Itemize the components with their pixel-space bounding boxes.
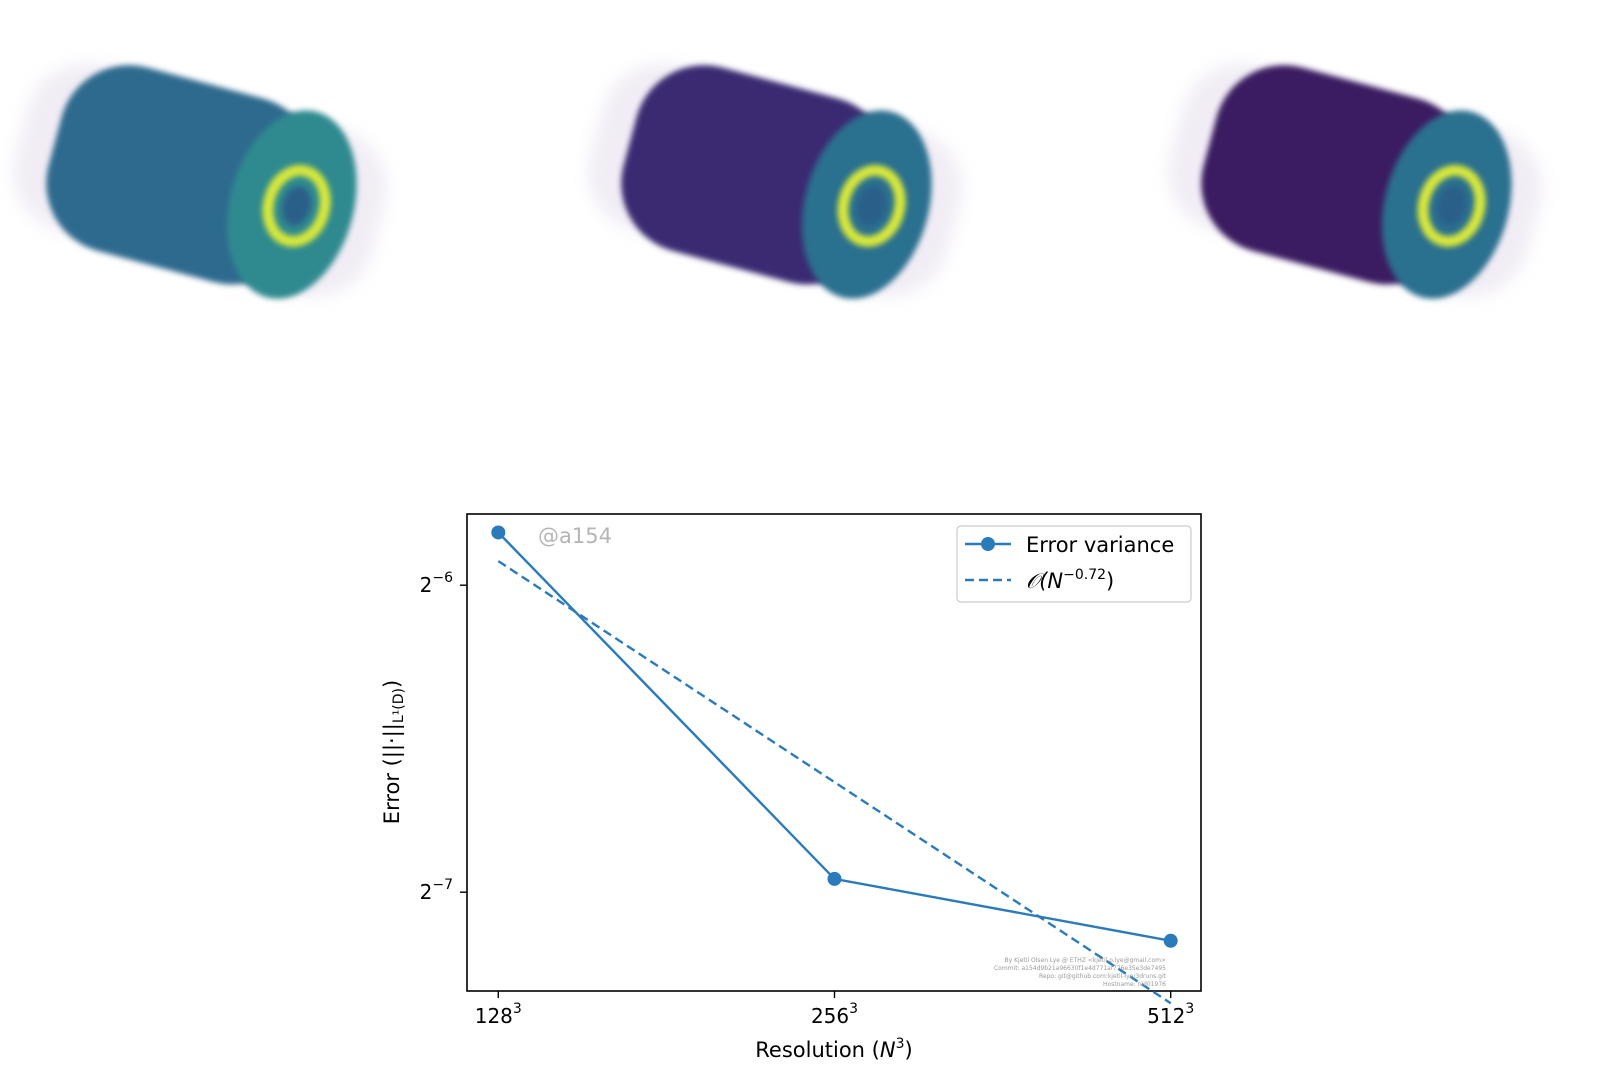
credit-line: Repo: git@github.com:kjetil-lye/3druns.g…	[1039, 973, 1167, 980]
x-tick-label: 1283	[475, 1001, 522, 1028]
series-layer	[491, 525, 1178, 1005]
x-tick-label: 2563	[811, 1001, 858, 1028]
legend-label-error-variance: Error variance	[1026, 533, 1174, 557]
data-point	[827, 871, 842, 886]
render-2	[587, 63, 963, 299]
credit-text: By Kjetil Olsen Lye @ ETHZ <kjetil.o.lye…	[994, 957, 1167, 988]
credit-line: By Kjetil Olsen Lye @ ETHZ <kjetil.o.lye…	[1005, 957, 1166, 964]
legend: Error variance 𝒪(N−0.72)	[956, 525, 1192, 603]
series-line-fit	[497, 560, 1172, 1005]
legend-label-fit-exp: −0.72	[1063, 567, 1106, 583]
credit-line: Commit: a154d9b21a96630f1e4d771af776e35e…	[994, 965, 1166, 972]
x-tick-label: 5123	[1147, 1001, 1194, 1028]
legend-label-fit: 𝒪(N−0.72)	[1026, 567, 1114, 593]
y-tick-label: 2−7	[420, 877, 453, 904]
data-point	[491, 525, 506, 540]
render-3	[1167, 63, 1543, 299]
credit-line: Hostname: nid01976	[1103, 981, 1166, 988]
data-point	[1163, 933, 1178, 948]
x-axis-ticks: 1283 2563 5123	[475, 991, 1194, 1028]
y-tick-label: 2−6	[420, 570, 453, 597]
y-axis-title: Error (||·||L¹(D))	[380, 680, 407, 824]
legend-label-fit-suffix: )	[1106, 569, 1114, 593]
legend-label-fit-prefix: 𝒪(N	[1026, 569, 1063, 593]
legend-box	[956, 525, 1192, 603]
volume-renders	[12, 63, 1543, 299]
render-1	[12, 63, 388, 299]
watermark-label: @a154	[538, 524, 612, 548]
x-axis-title: Resolution (N3)	[755, 1036, 912, 1062]
y-axis-ticks: 2−6 2−7	[420, 570, 467, 904]
legend-marker-error-variance	[981, 537, 995, 551]
